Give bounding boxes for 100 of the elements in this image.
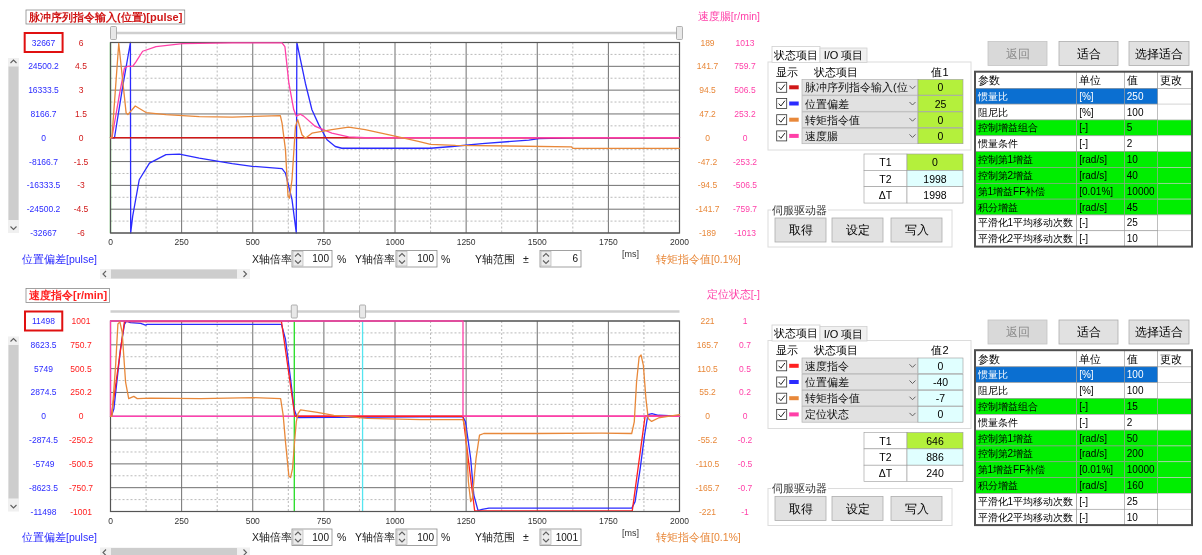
x-tick-label: 250	[174, 515, 189, 526]
y-tick-label: -47.2	[697, 156, 718, 167]
y2-axis-title: 位置偏差[pulse]	[22, 531, 98, 543]
x-tick-label: 1250	[456, 515, 476, 526]
x-tick-label: 250	[174, 237, 189, 247]
y2-tick-label: -8623.5	[29, 482, 59, 493]
y-tick-label: -1001	[70, 506, 93, 517]
x-tick-label: 0	[108, 237, 114, 247]
text: I/O 项目	[823, 49, 864, 62]
y-tick-label: 0	[705, 132, 711, 143]
y-tick-label: 1.5	[75, 108, 88, 119]
text: 更改	[1160, 352, 1183, 365]
y2-tick-label: 0.5	[739, 363, 752, 374]
text: 控制第2增益	[977, 169, 1034, 181]
text: T2	[879, 172, 892, 185]
text: 50	[1126, 432, 1139, 444]
text: 100	[417, 253, 435, 264]
text: -40	[932, 376, 949, 388]
y2-tick-label: 24500.2	[28, 61, 60, 72]
y-tick-label: -189	[698, 228, 717, 238]
legend-label: 脉冲序列指令输入(位	[805, 81, 908, 94]
text: 0	[937, 113, 944, 126]
text: [%]	[1079, 106, 1094, 118]
text: 100	[1126, 385, 1144, 397]
text: 100	[312, 531, 330, 543]
text: %	[441, 531, 451, 543]
text: 10	[1126, 511, 1139, 523]
text: 控制第2增益	[977, 448, 1034, 460]
text: 状态项目	[813, 344, 858, 356]
y-tick-label: 141.7	[696, 61, 719, 72]
text: T1	[879, 156, 892, 169]
legend-label: 速度指令	[805, 359, 849, 372]
text: 写入	[904, 501, 929, 515]
text: 2	[1126, 138, 1133, 150]
legend-label: 位置偏差	[805, 376, 849, 388]
text: 取得	[788, 224, 813, 236]
y2-tick-label: -0.2	[737, 435, 753, 446]
text: [-]	[1079, 233, 1089, 245]
text: [%]	[1079, 90, 1094, 102]
text: 惯量比	[976, 90, 1008, 102]
y2-tick-label: -759.7	[732, 204, 758, 215]
text: 取得	[788, 502, 813, 515]
y2-tick-label: -1013	[734, 228, 757, 238]
text: [-]	[1079, 511, 1089, 523]
text: 240	[926, 467, 944, 480]
text: [%]	[1079, 385, 1094, 397]
y2-tick-label: -16333.5	[26, 180, 61, 191]
y2-tick-label: 253.2	[734, 108, 756, 119]
y2-tick-label: 0	[41, 411, 47, 422]
y-tick-label: 55.2	[699, 387, 717, 398]
text: 显示	[775, 344, 798, 356]
y2-tick-label: -506.5	[732, 180, 758, 191]
x-tick-label: 2000	[670, 515, 690, 526]
text: 惯量比	[976, 369, 1008, 381]
text: 控制增益组合	[977, 122, 1038, 134]
x-tick-label: 1000	[385, 515, 405, 526]
text: ΔT	[878, 188, 893, 201]
text: I/O 项目	[823, 327, 864, 340]
text: 单位	[1079, 352, 1102, 365]
y2-tick-label: -11498	[30, 506, 57, 517]
y2-tick-label: -32667	[30, 228, 58, 238]
text: 886	[926, 451, 944, 464]
y-tick-label: 500.5	[70, 363, 92, 374]
text: 1998	[923, 188, 947, 201]
y-tick-label: 221	[700, 316, 715, 326]
text: 10	[1126, 154, 1139, 166]
legend-label: 位置偏差	[805, 97, 849, 110]
text: 积分增益	[977, 480, 1018, 492]
x-tick-label: 2000	[670, 237, 690, 247]
text: 值	[1126, 352, 1138, 365]
x-axis-title: [ms]	[622, 527, 639, 538]
text: 更改	[1160, 74, 1183, 86]
text: [-]	[1079, 400, 1089, 412]
y2-tick-label: 506.5	[734, 85, 756, 96]
x-tick-label: 1000	[385, 237, 405, 247]
text: 值	[1126, 74, 1138, 86]
y2-tick-label: 11498	[31, 316, 56, 326]
text: 0	[937, 129, 944, 142]
y-tick-label: -55.2	[697, 435, 718, 446]
text: ±	[523, 252, 529, 265]
y-tick-label: -110.5	[695, 458, 720, 469]
y-tick-label: 0	[78, 411, 84, 422]
y2-tick-label: 1	[742, 316, 748, 326]
text: 第1增益FF补偿	[977, 185, 1046, 197]
y-tick-label: -221	[698, 506, 717, 517]
text: Y轴倍率	[355, 252, 396, 265]
text: 单位	[1079, 74, 1102, 86]
y2-tick-label: 0	[41, 132, 47, 143]
y2-tick-label: 5749	[34, 363, 54, 374]
text: X轴倍率	[252, 531, 293, 543]
text: 250	[1126, 90, 1144, 102]
y-tick-label: -750.7	[68, 482, 94, 493]
text: 第1增益FF补偿	[977, 464, 1046, 476]
y-tick-label: -141.7	[695, 204, 720, 215]
text: [rad/s]	[1079, 154, 1108, 166]
y2-tick-label: 0	[742, 132, 748, 143]
y2-tick-label: 759.7	[734, 61, 756, 72]
text: ±	[523, 531, 529, 543]
y-tick-label: -94.5	[697, 180, 718, 191]
text: 参数	[977, 352, 1000, 365]
